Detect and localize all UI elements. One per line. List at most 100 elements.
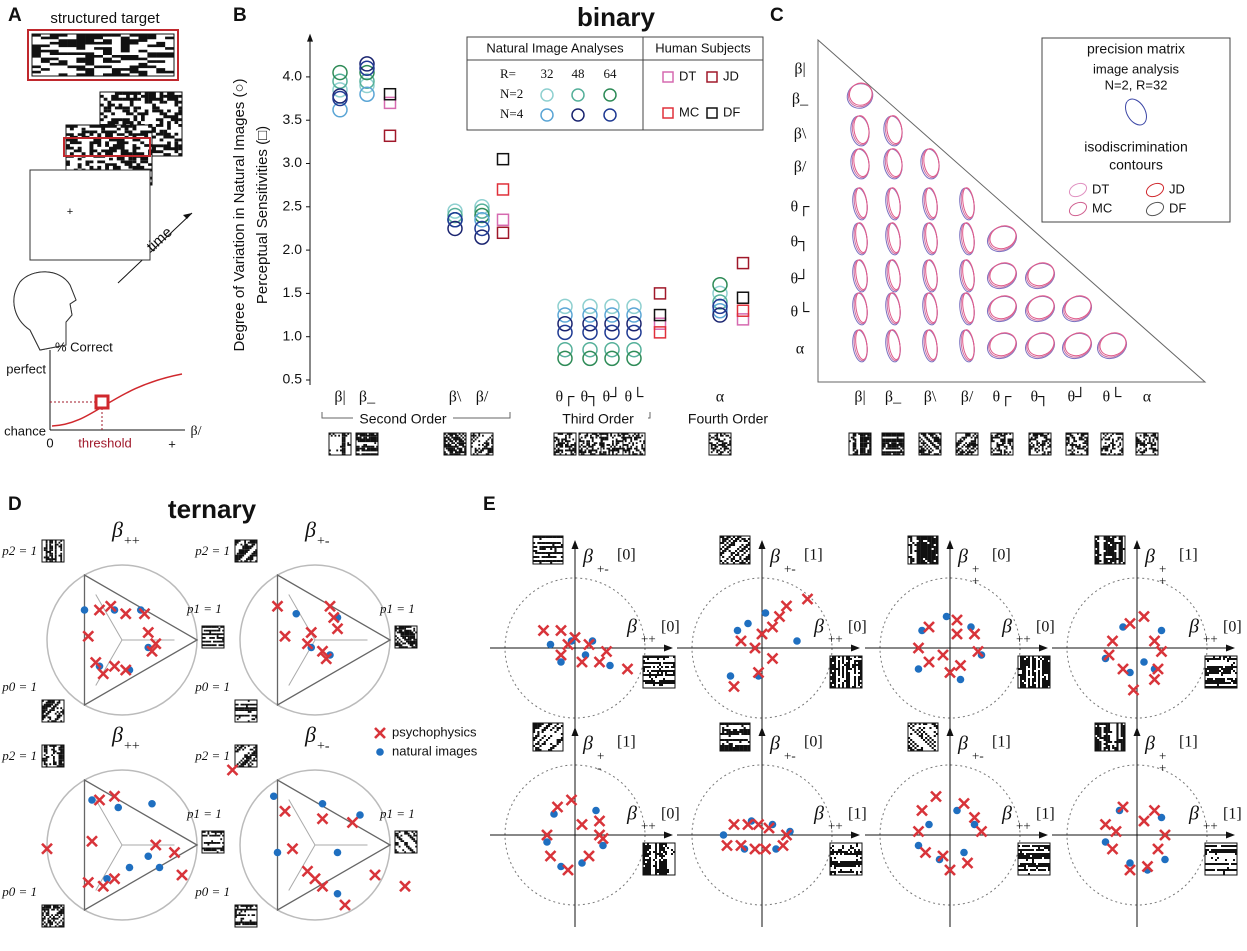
legend-label: JD bbox=[723, 68, 739, 83]
legend-label: R= bbox=[500, 66, 516, 81]
natural-image-marker bbox=[333, 889, 342, 898]
texture bbox=[235, 745, 258, 768]
psychophysics-marker bbox=[119, 607, 132, 620]
legend-swatch bbox=[1145, 182, 1165, 198]
human-marker bbox=[736, 256, 750, 270]
natural-image-marker bbox=[148, 799, 156, 808]
natural-marker bbox=[474, 207, 490, 224]
texture bbox=[623, 433, 646, 456]
texture bbox=[991, 433, 1014, 456]
natural-image-marker bbox=[599, 841, 607, 850]
col-label: α bbox=[1143, 389, 1152, 406]
triangle bbox=[817, 38, 1207, 383]
natural-image-marker bbox=[1157, 626, 1166, 635]
contour bbox=[989, 332, 1017, 357]
natural-marker bbox=[604, 307, 620, 323]
texture bbox=[554, 433, 577, 456]
human-marker bbox=[496, 213, 510, 227]
natural-marker bbox=[474, 212, 490, 228]
x-tick-label: θ┘ bbox=[603, 387, 622, 406]
psychophysics-marker bbox=[735, 635, 747, 647]
psychophysics-marker bbox=[621, 663, 634, 675]
parameter-symbol: β bbox=[626, 616, 637, 638]
vertex-label: p0 = 1 bbox=[194, 679, 230, 694]
psychophysics-marker bbox=[541, 829, 553, 841]
natural-marker bbox=[359, 86, 375, 102]
natural-marker bbox=[604, 341, 620, 358]
natural-image-marker bbox=[292, 609, 301, 618]
texture bbox=[356, 433, 379, 456]
natural-image-marker bbox=[144, 852, 153, 861]
simplex-axis bbox=[288, 844, 316, 891]
psychophysics-marker bbox=[756, 628, 768, 640]
label: perfect bbox=[6, 361, 46, 376]
psychophysics-marker bbox=[146, 645, 158, 658]
texture bbox=[42, 905, 65, 928]
arrow-head bbox=[1133, 727, 1141, 736]
psychophysics-marker bbox=[968, 628, 981, 640]
legend-label: natural images bbox=[392, 743, 478, 758]
texture bbox=[956, 433, 979, 456]
psychophysics-marker bbox=[279, 630, 291, 643]
psychophysics-marker bbox=[972, 645, 984, 658]
natural-marker bbox=[557, 307, 573, 323]
natural-image-marker bbox=[1119, 623, 1127, 631]
psychophysics-marker bbox=[320, 652, 333, 665]
texture bbox=[235, 905, 258, 926]
natural-image-marker bbox=[956, 675, 965, 684]
parameter-subscript: +- bbox=[784, 561, 796, 576]
y-axis-label: Perceptual Sensitivities (□) bbox=[254, 126, 271, 304]
arrow-head bbox=[664, 644, 673, 652]
texture bbox=[579, 433, 602, 456]
legend-swatch bbox=[374, 727, 386, 739]
contour bbox=[989, 262, 1017, 287]
legend-label: JD bbox=[1169, 181, 1185, 196]
simplex-axis bbox=[95, 799, 123, 846]
natural-marker bbox=[712, 302, 728, 319]
parameter-tag: [0] bbox=[848, 619, 867, 636]
legend-label: N=4 bbox=[500, 106, 524, 121]
natural-marker bbox=[447, 212, 463, 228]
human-marker bbox=[496, 183, 510, 196]
legend-swatch bbox=[571, 108, 585, 122]
legend-swatch bbox=[376, 748, 384, 756]
psychophysics-marker bbox=[742, 818, 754, 831]
contour bbox=[886, 115, 903, 144]
bracket-gap bbox=[678, 411, 778, 425]
parameter-tag: [1] bbox=[848, 806, 867, 823]
human-marker bbox=[736, 291, 750, 304]
parameter-symbol: β bbox=[957, 733, 968, 755]
psychophysics-marker bbox=[331, 622, 344, 635]
x-tick-label: β/ bbox=[476, 389, 489, 406]
texture bbox=[395, 831, 418, 854]
parameter-tag: [0] bbox=[804, 734, 823, 751]
label: β/ bbox=[190, 424, 201, 439]
psychophysics-marker bbox=[923, 621, 935, 633]
y-tick-label: 0.5 bbox=[283, 371, 303, 387]
natural-image-marker bbox=[970, 820, 979, 829]
natural-marker bbox=[712, 298, 728, 315]
time-arrow bbox=[117, 212, 193, 284]
natural-image-marker bbox=[925, 820, 933, 829]
natural-marker bbox=[582, 350, 598, 367]
natural-marker bbox=[474, 199, 490, 215]
contour bbox=[925, 222, 938, 253]
natural-image-marker bbox=[1140, 658, 1148, 666]
label: chance bbox=[4, 423, 46, 438]
natural-image-marker bbox=[103, 874, 111, 883]
psychophysics-marker bbox=[537, 624, 550, 637]
contour bbox=[962, 292, 975, 323]
natural-image-marker bbox=[1161, 855, 1169, 864]
col-label: θ┘ bbox=[1068, 387, 1087, 406]
parameter-subscript: ++ bbox=[641, 818, 656, 833]
legend-swatch bbox=[662, 107, 674, 119]
legend-swatch bbox=[571, 88, 585, 102]
parameter-tag: [0] bbox=[617, 547, 636, 564]
natural-image-marker bbox=[273, 848, 282, 857]
psychophysics-marker bbox=[1138, 815, 1150, 827]
psychophysics-marker bbox=[1124, 864, 1136, 876]
psychophysics-marker bbox=[1124, 617, 1136, 630]
psychophysics-marker bbox=[108, 790, 121, 803]
contour bbox=[888, 292, 901, 323]
natural-image-marker bbox=[918, 626, 926, 635]
